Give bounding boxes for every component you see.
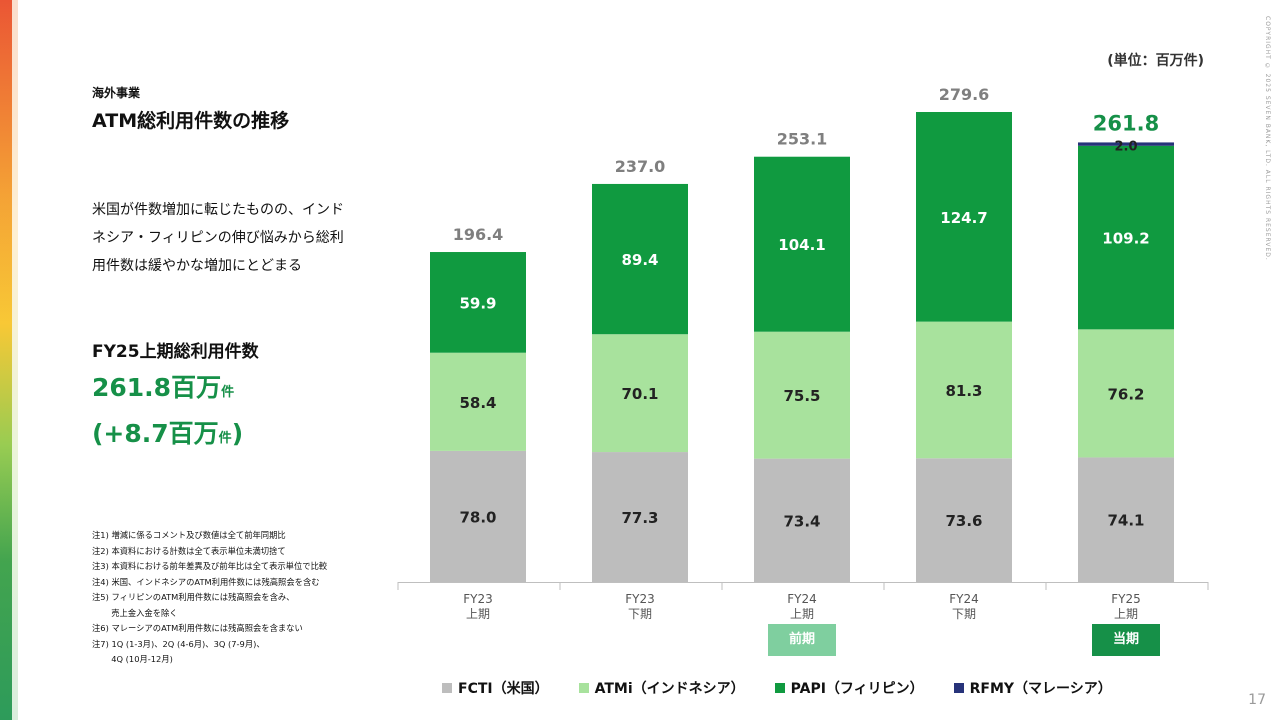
- bar-segment-papi: [1078, 145, 1174, 330]
- section-label: 海外事業: [92, 86, 141, 100]
- data-label-fcti: 73.6: [945, 512, 982, 530]
- legend-label: ATMi（インドネシア）: [594, 681, 745, 697]
- total-label: 237.0: [615, 157, 666, 176]
- kpi-value-number: 261.8百万: [92, 373, 222, 402]
- badge-previous-period: 前期: [768, 624, 836, 656]
- bar-segment-papi: [754, 156, 850, 332]
- data-label-atmi: 76.2: [1107, 385, 1144, 403]
- data-label-atmi: 81.3: [945, 382, 982, 400]
- x-tick-label-fiscal-year: FY24: [949, 592, 979, 606]
- total-label: 261.8: [1093, 111, 1159, 135]
- bar-segment-fcti: [430, 450, 526, 582]
- footnote: 注5) フィリピンのATM利用件数には残高照会を含み、: [92, 592, 295, 602]
- legend-label: PAPI（フィリピン）: [790, 681, 924, 697]
- chart-legend: FCTI（米国） ATMi（インドネシア） PAPI（フィリピン） RFMY（マ…: [442, 678, 1112, 698]
- footnote: 注3) 本資料における前年差異及び前年比は全て表示単位で比較: [92, 561, 328, 571]
- footnote: 4Q (10月-12月): [92, 654, 173, 664]
- data-label-fcti: 73.4: [783, 512, 820, 530]
- x-tick-label-fiscal-year: FY25: [1111, 592, 1141, 606]
- data-label-atmi: 75.5: [783, 387, 820, 405]
- bar-segment-fcti: [916, 458, 1012, 582]
- x-tick-label-fiscal-year: FY24: [787, 592, 817, 606]
- data-label-papi: 124.7: [940, 209, 987, 227]
- accent-bar: [0, 0, 12, 720]
- kpi-value-unit: 件: [221, 385, 235, 400]
- x-tick-label-half: 上期: [1114, 607, 1138, 621]
- legend-swatch: [774, 683, 785, 693]
- x-tick-label-half: 上期: [466, 607, 490, 621]
- data-label-atmi: 58.4: [459, 394, 496, 412]
- footnote: 注1) 増減に係るコメント及び数値は全て前年同期比: [92, 530, 286, 540]
- footnote: 注2) 本資料における計数は全て表示単位未満切捨て: [92, 545, 286, 556]
- footnote: 売上金入金を除く: [92, 607, 178, 618]
- data-label-rfmy: 2.0: [1114, 139, 1137, 154]
- kpi-change-unit: 件: [218, 431, 232, 446]
- data-label-fcti: 77.3: [621, 509, 658, 527]
- footnote: 注7) 1Q (1-3月)、2Q (4-6月)、3Q (7-9月)、: [92, 638, 265, 649]
- bar-segment-fcti: [592, 452, 688, 582]
- footnotes: 注1) 増減に係るコメント及び数値は全て前年同期比 注2) 本資料における計数は…: [92, 528, 372, 668]
- total-label: 279.6: [939, 85, 990, 104]
- unit-label: (単位：百万件): [1107, 53, 1204, 69]
- data-label-papi: 89.4: [621, 251, 658, 269]
- bar-segment-papi: [916, 112, 1012, 322]
- data-label-atmi: 70.1: [621, 385, 658, 403]
- legend-label: RFMY（マレーシア）: [969, 681, 1112, 697]
- data-label-fcti: 74.1: [1107, 512, 1144, 530]
- x-tick-label-half: 上期: [790, 607, 814, 621]
- bar-segment-fcti: [754, 458, 850, 582]
- bar-segment-rfmy: [1078, 142, 1174, 146]
- kpi-change: (+8.7百万件): [92, 414, 243, 450]
- kpi-value: 261.8百万件: [92, 368, 234, 404]
- x-tick-label-fiscal-year: FY23: [463, 592, 493, 606]
- kpi-change-prefix: (+8.7百万: [92, 419, 219, 448]
- legend-swatch: [953, 683, 964, 693]
- bar-segment-atmi: [1078, 329, 1174, 458]
- footnote: 注4) 米国、インドネシアのATM利用件数には残高照会を含む: [92, 576, 320, 587]
- accent-bar-gradient: [12, 0, 18, 720]
- kpi-change-suffix: ): [231, 419, 244, 448]
- data-label-fcti: 78.0: [459, 508, 496, 526]
- page-title: ATM総利用件数の推移: [92, 110, 290, 132]
- data-label-papi: 109.2: [1102, 230, 1149, 248]
- total-label: 196.4: [453, 225, 504, 244]
- badge-current-period: 当期: [1092, 624, 1160, 656]
- legend-item-rfmy: RFMY（マレーシア）: [953, 678, 1112, 698]
- legend-item-atmi: ATMi（インドネシア）: [578, 678, 745, 698]
- bar-segment-atmi: [754, 331, 850, 459]
- data-label-papi: 59.9: [459, 294, 496, 312]
- legend-swatch: [442, 683, 452, 693]
- x-tick-label-half: 下期: [628, 607, 652, 621]
- summary-description: 米国が件数増加に転じたものの、インドネシア・フィリピンの伸び悩みから総利用件数は…: [92, 202, 344, 274]
- legend-swatch: [578, 683, 589, 693]
- legend-item-fcti: FCTI（米国）: [442, 678, 549, 698]
- bar-segment-atmi: [592, 334, 688, 453]
- bar-segment-papi: [592, 183, 688, 335]
- bar-segment-papi: [430, 252, 526, 353]
- page-number: 17: [1248, 692, 1266, 708]
- footnote: 注6) マレーシアのATM利用件数には残高照会を含まない: [92, 623, 303, 633]
- x-tick-label-fiscal-year: FY23: [625, 592, 655, 606]
- legend-item-papi: PAPI（フィリピン）: [774, 678, 924, 698]
- bar-segment-atmi: [430, 352, 526, 451]
- total-label: 253.1: [777, 130, 828, 149]
- kpi-label: FY25上期総利用件数: [92, 342, 259, 362]
- bar-segment-atmi: [916, 321, 1012, 459]
- data-label-papi: 104.1: [778, 236, 825, 254]
- bar-segment-fcti: [1078, 457, 1174, 582]
- copyright-notice: COPYRIGHT © 2025 SEVEN BANK, LTD. ALL RI…: [1264, 16, 1271, 261]
- x-tick-label-half: 下期: [952, 607, 976, 621]
- legend-label: FCTI（米国）: [458, 681, 549, 697]
